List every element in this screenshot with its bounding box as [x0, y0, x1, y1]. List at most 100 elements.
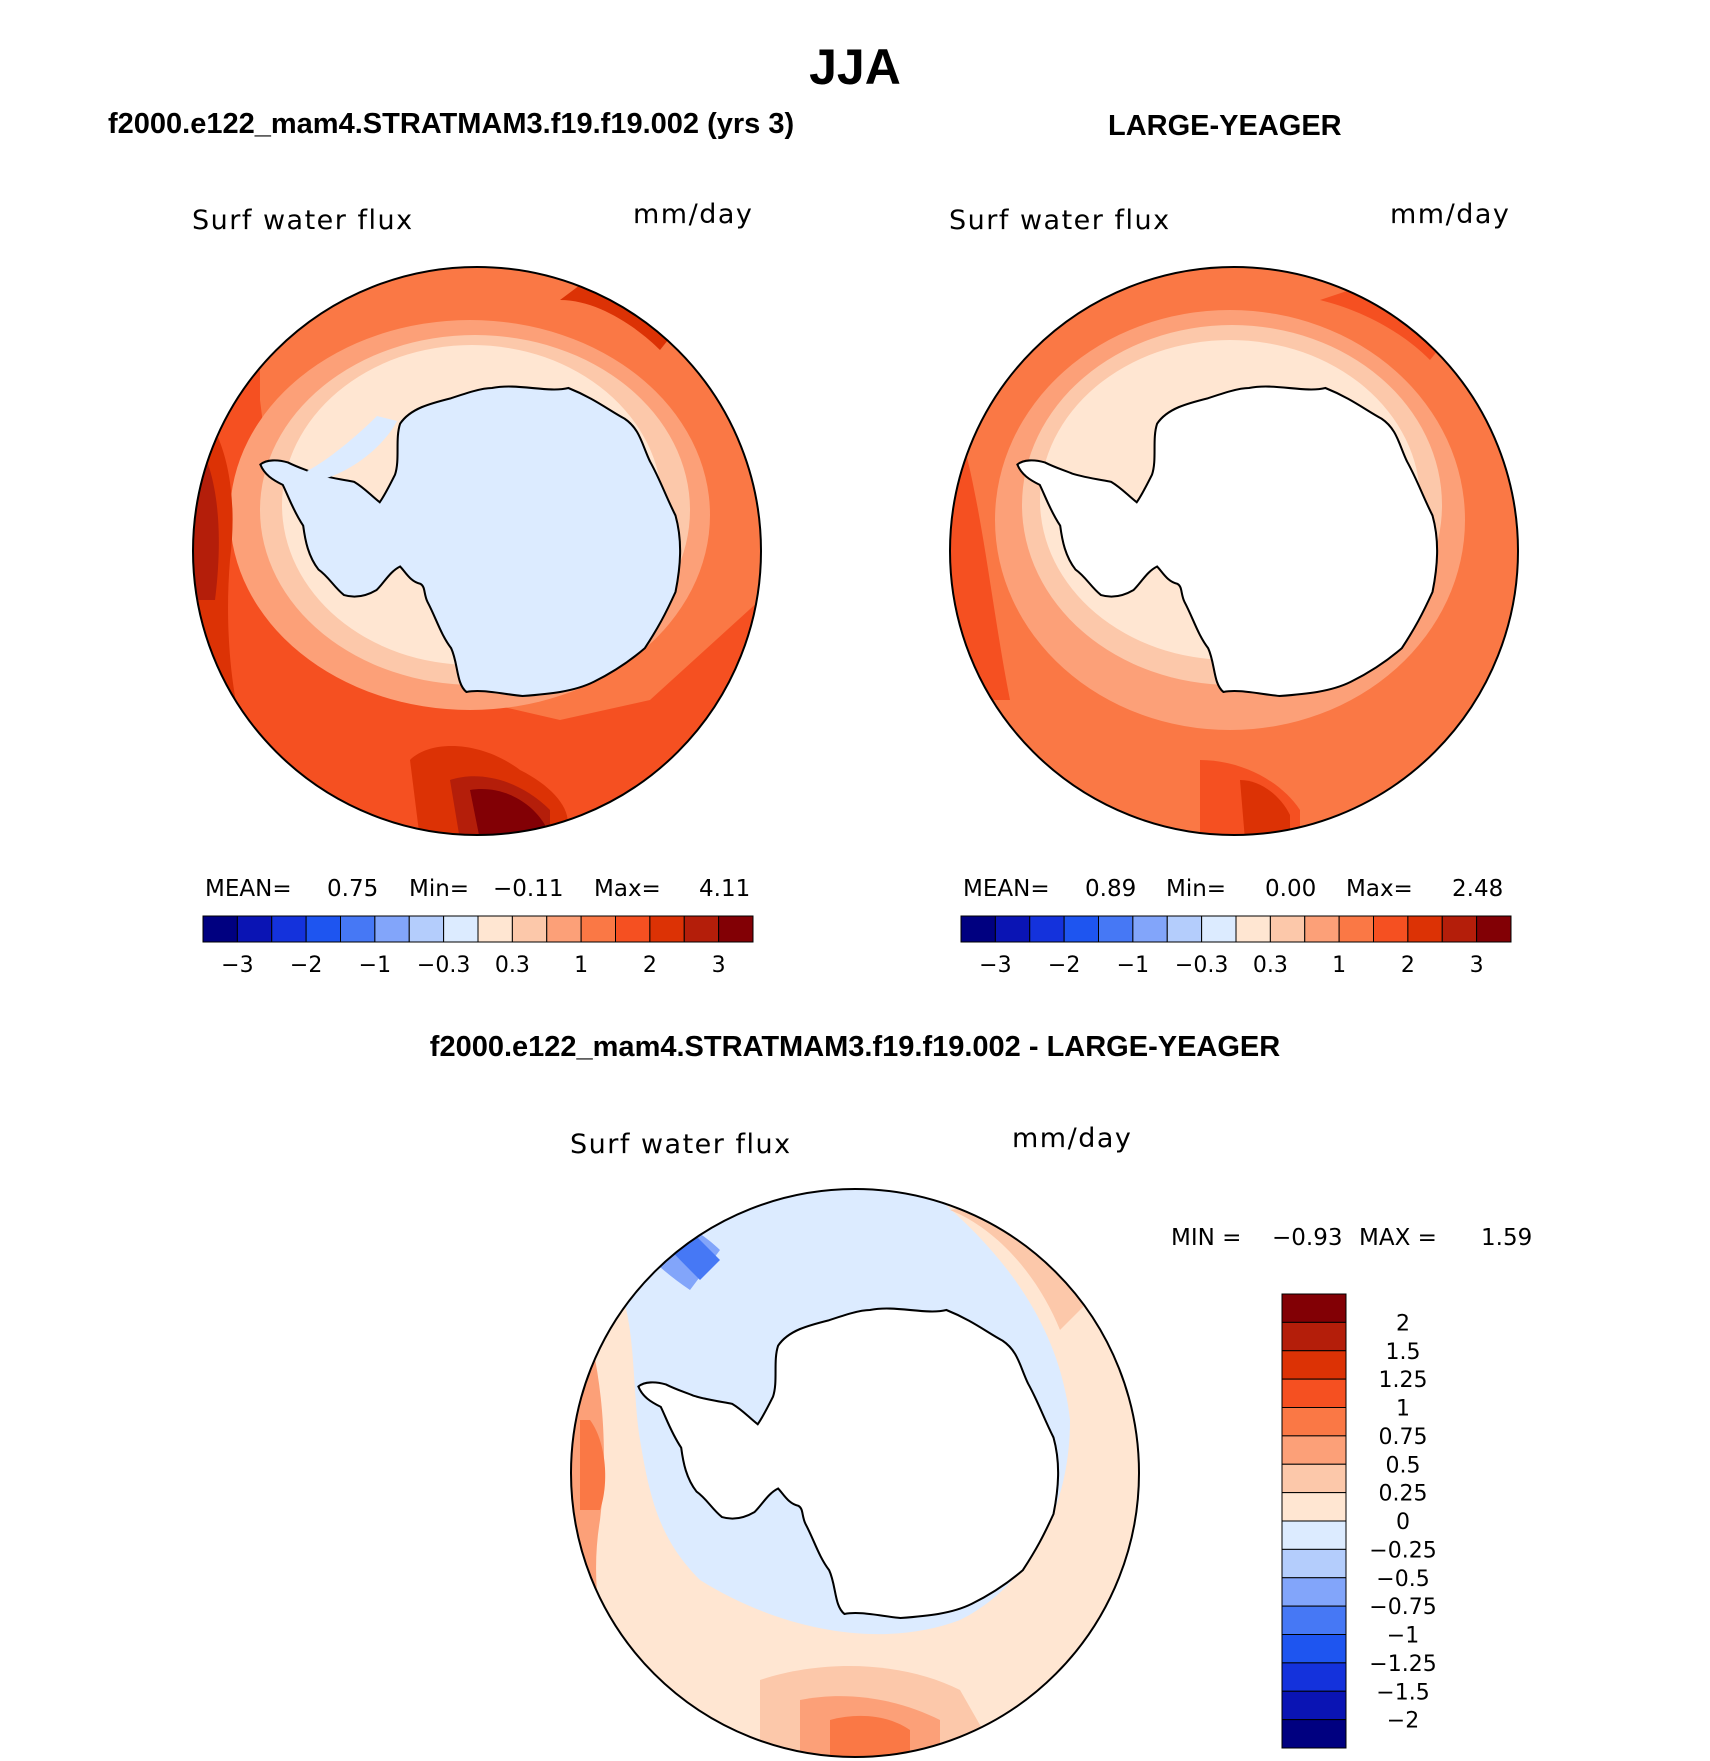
panel-right-title: LARGE-YEAGER — [1108, 110, 1342, 142]
left-colorbar-tick-label: 2 — [643, 953, 657, 978]
bottom-colorbar-tick-label: −1.5 — [1376, 1680, 1429, 1705]
left-max-label: Max= — [594, 876, 661, 902]
bottom-colorbar-cell — [1281, 1463, 1347, 1494]
right-colorbar-tick-label: 1 — [1332, 953, 1346, 978]
left-colorbar-tick-label: −0.3 — [417, 953, 470, 978]
left-min-label: Min= — [409, 876, 470, 902]
right-colorbar-cell — [1373, 915, 1409, 943]
left-colorbar-cell — [443, 915, 479, 943]
left-max-value: 4.11 — [699, 876, 751, 902]
left-field-band — [470, 789, 545, 835]
bottom-colorbar-cell — [1281, 1435, 1347, 1465]
bottom-colorbar-cell — [1281, 1719, 1347, 1749]
bottom-colorbar-tick-label: −1.25 — [1369, 1652, 1436, 1677]
right-colorbar-cell — [1407, 915, 1443, 943]
left-colorbar-cell — [305, 915, 341, 943]
left-colorbar-cell — [615, 915, 651, 943]
bottom-colorbar-cell — [1281, 1492, 1347, 1522]
right-mean-value: 0.89 — [1085, 876, 1137, 902]
left-colorbar-cell — [649, 915, 685, 943]
right-colorbar-cell — [1235, 915, 1271, 943]
bottom-colorbar-cell — [1281, 1548, 1347, 1579]
right-min-label: Min= — [1166, 876, 1227, 902]
right-colorbar-cell — [1098, 915, 1134, 943]
bottom-colorbar-tick-label: 0.5 — [1386, 1453, 1421, 1478]
figure-title: JJA — [809, 39, 901, 95]
left-colorbar-cell — [271, 915, 307, 943]
right-colorbar-cell — [1441, 915, 1478, 943]
right-max-value: 2.48 — [1452, 876, 1504, 902]
right-map — [949, 266, 1519, 836]
bottom-map — [570, 1188, 1140, 1758]
right-variable-label: Surf water flux — [949, 205, 1171, 236]
right-colorbar-tick-label: 3 — [1470, 953, 1484, 978]
right-colorbar-cell — [1304, 915, 1340, 943]
right-min-value: 0.00 — [1265, 876, 1317, 902]
right-colorbar: −3 −2 −1 −0.3 0.3 1 2 3 — [960, 915, 1512, 978]
left-colorbar-cell — [718, 915, 754, 943]
right-field-band — [950, 400, 1010, 700]
bottom-field-band — [580, 1420, 606, 1510]
left-colorbar-cell — [580, 915, 616, 943]
left-colorbar-tick-label: −3 — [221, 953, 253, 978]
right-colorbar-tick-label: −1 — [1117, 953, 1149, 978]
bottom-colorbar-tick-label: −1 — [1387, 1624, 1419, 1649]
bottom-colorbar-cell — [1281, 1520, 1347, 1550]
left-min-value: −0.11 — [493, 876, 564, 902]
bottom-map-border — [570, 1188, 1140, 1758]
right-colorbar-tick-label: −2 — [1048, 953, 1080, 978]
left-mean-value: 0.75 — [327, 876, 379, 902]
right-max-label: Max= — [1346, 876, 1413, 902]
bottom-colorbar-tick-label: 1.25 — [1379, 1368, 1428, 1393]
bottom-colorbar-cell — [1281, 1293, 1347, 1323]
bottom-colorbar-tick-label: 0.75 — [1379, 1425, 1428, 1450]
bottom-colorbar-cell — [1281, 1690, 1347, 1721]
right-colorbar-cell — [960, 915, 996, 943]
bottom-colorbar-cell — [1281, 1662, 1347, 1692]
bottom-colorbar-tick-label: 0.25 — [1379, 1482, 1428, 1507]
right-colorbar-tick-label: 0.3 — [1253, 953, 1288, 978]
bottom-colorbar-cell — [1281, 1407, 1347, 1437]
bottom-max-label: MAX = — [1359, 1225, 1437, 1251]
right-colorbar-cell — [1029, 915, 1065, 943]
bottom-field-band — [950, 1200, 1090, 1330]
panel-bottom-title: f2000.e122_mam4.STRATMAM3.f19.f19.002 - … — [429, 1031, 1281, 1063]
left-colorbar-cell — [374, 915, 410, 943]
left-colorbar-tick-label: 0.3 — [495, 953, 530, 978]
left-units-label: mm/day — [633, 199, 754, 230]
left-colorbar-cell — [511, 915, 548, 943]
bottom-colorbar-cell — [1281, 1321, 1347, 1352]
bottom-colorbar-tick-label: 0 — [1396, 1510, 1410, 1535]
bottom-colorbar-cell — [1281, 1634, 1347, 1664]
left-map — [192, 266, 762, 836]
right-colorbar-tick-label: −0.3 — [1175, 953, 1228, 978]
right-mean-label: MEAN= — [963, 876, 1050, 902]
left-field-band — [307, 416, 397, 481]
right-colorbar-cell — [1166, 915, 1203, 943]
bottom-colorbar-cell — [1281, 1605, 1347, 1635]
left-colorbar: −3 −2 −1 −0.3 0.3 1 2 3 — [202, 915, 754, 978]
right-colorbar-cell — [1476, 915, 1512, 943]
bottom-min-label: MIN = — [1171, 1225, 1242, 1251]
bottom-variable-label: Surf water flux — [570, 1129, 792, 1160]
bottom-colorbar-tick-label: −2 — [1387, 1709, 1419, 1734]
bottom-colorbar-tick-label: −0.75 — [1369, 1595, 1436, 1620]
right-colorbar-tick-label: 2 — [1401, 953, 1415, 978]
left-colorbar-cell — [477, 915, 513, 943]
left-colorbar-cell — [408, 915, 445, 943]
bottom-units-label: mm/day — [1012, 1123, 1133, 1154]
bottom-colorbar-tick-label: 2 — [1396, 1311, 1410, 1336]
right-colorbar-cell — [1269, 915, 1306, 943]
bottom-colorbar-tick-label: −0.25 — [1369, 1538, 1436, 1563]
right-field-band — [1240, 780, 1290, 835]
left-variable-label: Surf water flux — [192, 205, 414, 236]
bottom-colorbar-cell — [1281, 1378, 1347, 1408]
left-colorbar-cell — [546, 915, 582, 943]
right-map-border — [949, 266, 1519, 836]
right-units-label: mm/day — [1390, 199, 1511, 230]
right-colorbar-cell — [994, 915, 1031, 943]
bottom-min-value: −0.93 — [1272, 1225, 1343, 1251]
bottom-colorbar: 2 1.5 1.25 1 0.75 0.5 0.25 0 −0.25 −0.5 −0.75 −1 −1.… — [1281, 1293, 1437, 1749]
left-colorbar-cell — [340, 915, 376, 943]
